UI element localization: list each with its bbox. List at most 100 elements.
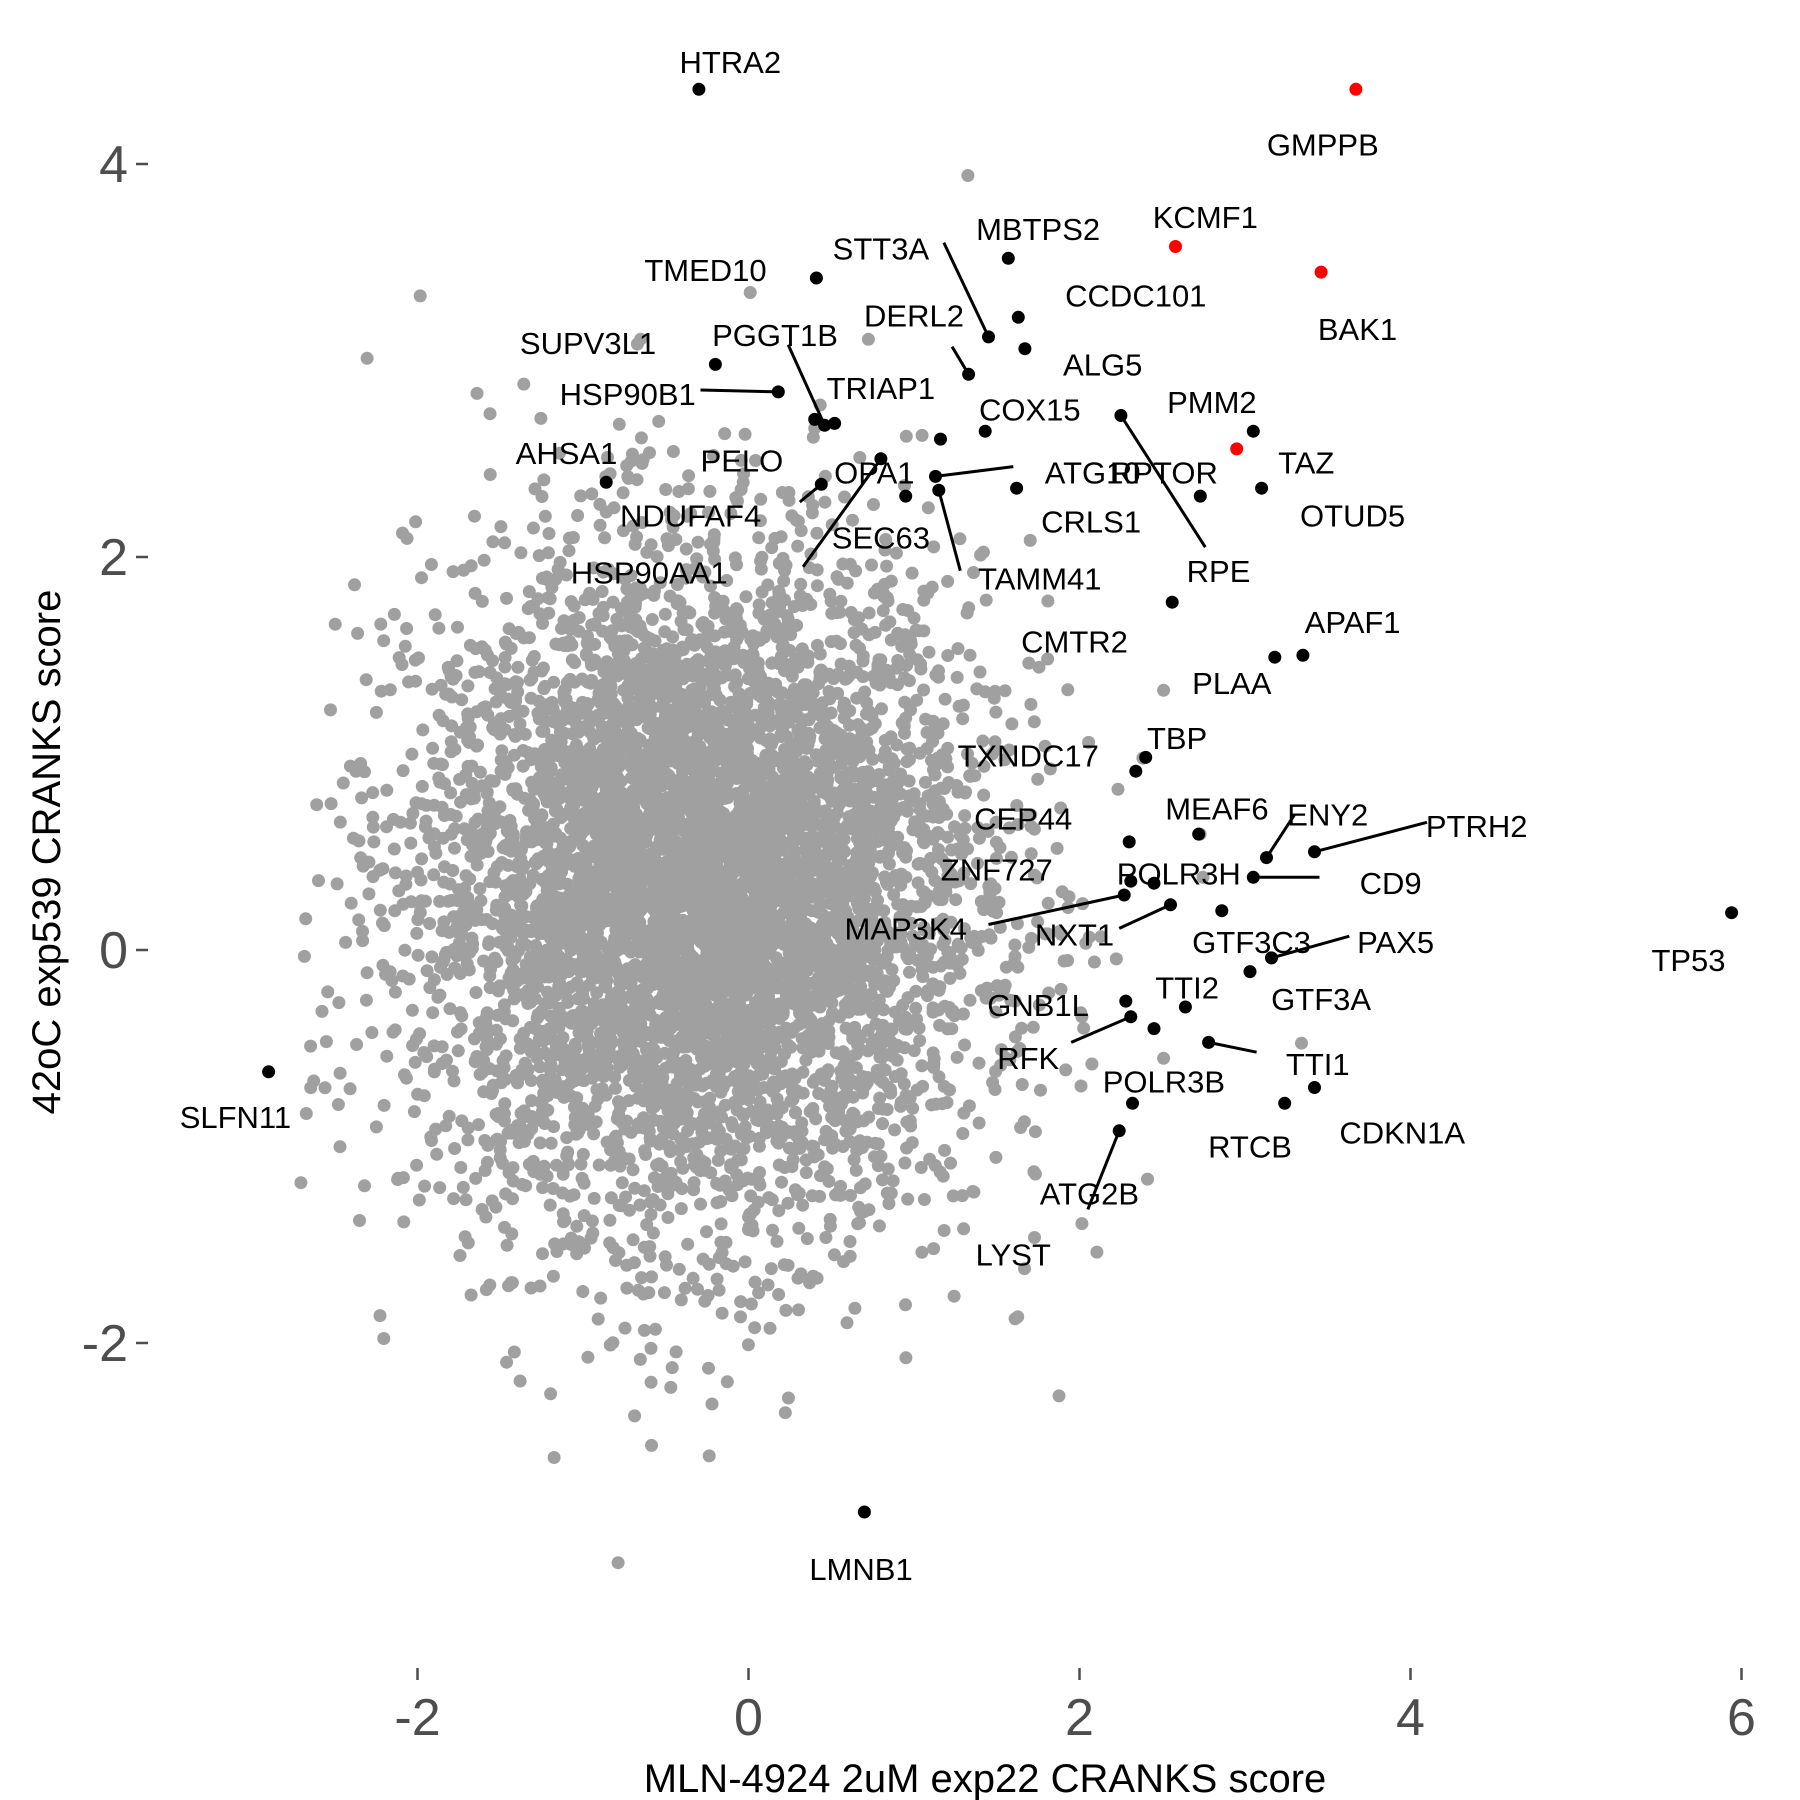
background-point [457,822,471,836]
background-point [944,1156,957,1170]
background-point [426,1006,440,1020]
background-point [974,548,988,562]
background-point [451,1044,465,1058]
background-point [955,952,969,966]
background-point [836,557,850,571]
background-point [1041,594,1055,608]
background-point [396,764,410,778]
background-point [648,1322,662,1336]
background-point [934,781,948,795]
background-point [823,587,837,601]
background-point [1027,822,1041,836]
background-point [847,1153,861,1167]
background-point [1157,1051,1171,1065]
background-point [909,984,923,998]
background-point [810,526,824,540]
background-point [577,1209,591,1223]
background-point [748,1275,762,1289]
background-point [448,1142,462,1155]
background-point [717,625,731,639]
background-point [726,1259,740,1273]
background-point [444,786,458,800]
background-point [796,1198,810,1212]
background-point [419,814,433,828]
background-point [610,770,624,784]
background-point [467,791,481,805]
background-point [856,654,870,668]
background-point [468,1055,482,1069]
background-point [977,759,991,773]
background-point [481,808,495,822]
background-point [898,671,911,685]
background-point [324,797,338,811]
background-point [552,1021,566,1035]
background-point [564,1076,577,1090]
background-point [853,836,866,850]
background-point [536,1247,549,1261]
background-point [972,1056,986,1070]
background-point [522,585,536,599]
background-point [792,1221,806,1235]
background-points [294,169,1308,1570]
background-point [376,958,390,972]
background-point [475,913,489,927]
background-point [884,574,898,588]
background-point [546,1269,560,1283]
background-point [706,1073,719,1087]
background-point [737,467,751,481]
background-point [524,1074,538,1087]
background-point [943,1083,956,1097]
background-point [524,1020,537,1034]
background-point [429,1122,443,1136]
background-point [858,1177,872,1191]
background-point [459,1193,473,1207]
background-point [362,887,376,901]
background-point [963,648,977,662]
background-point [871,1102,885,1115]
background-point [1052,925,1066,939]
background-point [819,1231,833,1244]
background-point [610,669,624,683]
background-point [988,735,1002,749]
background-point [878,733,892,747]
background-point [770,1234,784,1248]
background-point [587,1191,601,1205]
background-point [324,703,337,717]
background-point [703,484,717,498]
background-point [598,979,612,993]
background-point [921,501,935,515]
background-point [679,1054,693,1067]
background-point [385,974,399,987]
background-point [748,1321,762,1335]
background-point [805,1189,819,1203]
background-point [438,860,451,874]
background-point [481,708,495,722]
background-point [587,1127,601,1141]
background-point [538,1046,552,1060]
background-point [499,1049,513,1063]
background-point [633,844,647,858]
background-point [754,554,768,568]
background-point [461,707,475,721]
background-point [637,1323,651,1337]
background-point [607,567,621,581]
background-point [936,717,950,731]
background-point [552,877,566,891]
background-point [373,903,387,917]
background-point [475,594,489,608]
background-point [862,606,876,620]
background-point [792,1303,805,1317]
background-point [953,966,967,980]
background-point [613,975,627,989]
background-point [540,985,554,999]
background-point [806,1075,820,1089]
background-point [834,1097,848,1111]
background-point [789,926,803,940]
background-point [555,789,569,803]
background-point [879,983,893,997]
background-point [388,904,402,918]
background-point [887,1038,900,1052]
background-point [871,1137,885,1151]
background-point [909,623,923,637]
background-point [1052,1389,1066,1403]
